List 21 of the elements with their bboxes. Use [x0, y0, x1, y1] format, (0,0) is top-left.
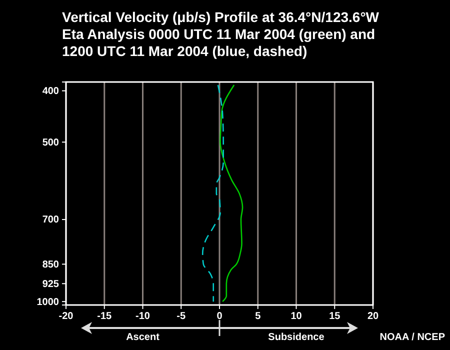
text: Subsidence	[268, 332, 325, 343]
x-tick-label: 20	[367, 311, 379, 322]
x-tick-label: -15	[97, 311, 112, 322]
text: NOAA / NCEP	[380, 332, 446, 343]
chart-title: Vertical Velocity (μb/s) Profile at 36.4°N/123.6°W Eta Analysis 0000 UTC 11 Mar 2004 (green) and 1200 UTC 11 Mar 2004 (blue, dashed)	[62, 9, 380, 59]
y-tick-label: 925	[42, 278, 60, 290]
line-series	[202, 84, 224, 302]
y-tick-label: 700	[42, 214, 60, 226]
x-tick-label: -10	[136, 311, 150, 322]
y-tick-label: 500	[42, 137, 60, 148]
y-tick-label: 400	[42, 86, 60, 97]
x-tick-label: 15	[329, 311, 341, 322]
line-series	[220, 84, 244, 302]
y-tick-label: 850	[42, 259, 60, 270]
x-tick-label: 10	[290, 311, 302, 322]
x-tick-label: -5	[176, 311, 186, 322]
text: Ascent	[126, 332, 160, 343]
x-tick-label: 0	[216, 311, 223, 322]
y-tick-label: 1000	[36, 296, 60, 308]
x-tick-label: -20	[58, 311, 74, 322]
x-tick-label: 5	[255, 311, 262, 322]
